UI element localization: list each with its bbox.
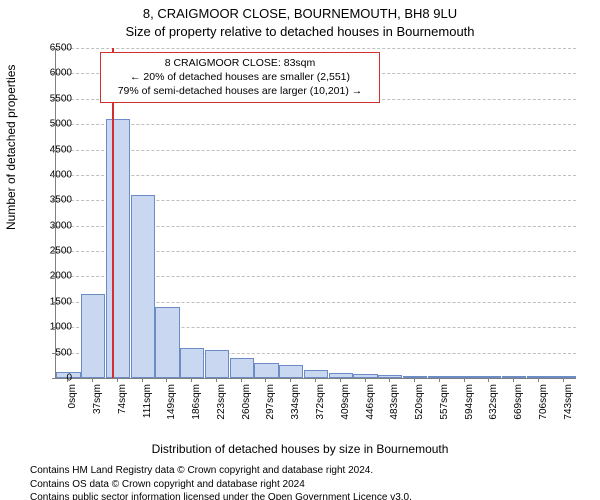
histogram-bar <box>180 348 204 378</box>
annotation-line2: ← 20% of detached houses are smaller (2,… <box>107 70 373 84</box>
x-tick-mark <box>389 379 390 382</box>
x-tick-mark <box>414 379 415 382</box>
x-tick-label: 409sqm <box>340 384 351 434</box>
histogram-bar <box>230 358 254 378</box>
x-tick-mark <box>563 379 564 382</box>
x-tick-label: 149sqm <box>166 384 177 434</box>
y-tick-mark <box>52 200 55 201</box>
y-tick-mark <box>52 353 55 354</box>
histogram-bar <box>502 376 526 378</box>
x-tick-mark <box>513 379 514 382</box>
histogram-bar <box>106 119 130 378</box>
x-tick-label: 446sqm <box>365 384 376 434</box>
chart-title-line2: Size of property relative to detached ho… <box>0 24 600 39</box>
x-tick-label: 37sqm <box>92 384 103 434</box>
footer-line3: Contains public sector information licen… <box>30 491 412 500</box>
x-tick-mark <box>488 379 489 382</box>
histogram-bar <box>477 376 501 378</box>
x-tick-label: 743sqm <box>563 384 574 434</box>
histogram-bar <box>254 363 278 378</box>
y-tick-mark <box>52 124 55 125</box>
x-tick-mark <box>142 379 143 382</box>
x-tick-label: 483sqm <box>389 384 400 434</box>
x-tick-mark <box>290 379 291 382</box>
x-tick-label: 372sqm <box>315 384 326 434</box>
x-tick-label: 297sqm <box>265 384 276 434</box>
y-tick-mark <box>52 276 55 277</box>
y-tick-mark <box>52 99 55 100</box>
x-tick-mark <box>92 379 93 382</box>
gridline <box>56 175 576 176</box>
gridline <box>56 48 576 49</box>
x-tick-label: 594sqm <box>464 384 475 434</box>
x-tick-label: 669sqm <box>513 384 524 434</box>
x-tick-mark <box>538 379 539 382</box>
annotation-line1: 8 CRAIGMOOR CLOSE: 83sqm <box>107 56 373 70</box>
histogram-bar <box>551 376 575 378</box>
histogram-bar <box>452 376 476 378</box>
x-tick-mark <box>439 379 440 382</box>
histogram-bar <box>329 373 353 378</box>
x-tick-label: 632sqm <box>488 384 499 434</box>
x-tick-mark <box>117 379 118 382</box>
histogram-bar <box>279 365 303 378</box>
y-tick-mark <box>52 150 55 151</box>
x-tick-mark <box>166 379 167 382</box>
histogram-bar <box>403 376 427 378</box>
histogram-bar <box>527 376 551 378</box>
x-tick-label: 334sqm <box>290 384 301 434</box>
x-tick-mark <box>67 379 68 382</box>
x-tick-label: 557sqm <box>439 384 450 434</box>
footer-attribution: Contains HM Land Registry data © Crown c… <box>30 464 412 500</box>
y-axis-label: Number of detached properties <box>4 65 18 230</box>
x-tick-mark <box>315 379 316 382</box>
x-tick-mark <box>265 379 266 382</box>
x-tick-label: 186sqm <box>191 384 202 434</box>
y-tick-mark <box>52 48 55 49</box>
histogram-bar <box>353 374 377 378</box>
y-tick-mark <box>52 302 55 303</box>
y-tick-mark <box>52 378 55 379</box>
x-tick-label: 74sqm <box>117 384 128 434</box>
y-tick-mark <box>52 327 55 328</box>
y-tick-mark <box>52 175 55 176</box>
histogram-bar <box>131 195 155 378</box>
histogram-bar <box>155 307 179 378</box>
footer-line2: Contains OS data © Crown copyright and d… <box>30 478 412 492</box>
x-tick-mark <box>365 379 366 382</box>
annotation-line3: 79% of semi-detached houses are larger (… <box>107 84 373 98</box>
x-tick-label: 520sqm <box>414 384 425 434</box>
x-tick-label: 0sqm <box>67 384 78 434</box>
histogram-bar <box>304 370 328 378</box>
histogram-bar <box>428 376 452 378</box>
x-tick-label: 260sqm <box>241 384 252 434</box>
histogram-bar <box>205 350 229 378</box>
x-axis-label: Distribution of detached houses by size … <box>0 442 600 456</box>
chart-container: 8, CRAIGMOOR CLOSE, BOURNEMOUTH, BH8 9LU… <box>0 0 600 500</box>
histogram-bar <box>378 375 402 378</box>
x-tick-label: 706sqm <box>538 384 549 434</box>
y-tick-mark <box>52 73 55 74</box>
x-tick-mark <box>216 379 217 382</box>
gridline <box>56 150 576 151</box>
histogram-bar <box>81 294 105 378</box>
footer-line1: Contains HM Land Registry data © Crown c… <box>30 464 412 478</box>
gridline <box>56 124 576 125</box>
x-tick-label: 111sqm <box>142 384 153 434</box>
y-tick-mark <box>52 226 55 227</box>
x-tick-label: 223sqm <box>216 384 227 434</box>
x-tick-mark <box>464 379 465 382</box>
y-tick-mark <box>52 251 55 252</box>
x-tick-mark <box>191 379 192 382</box>
x-tick-mark <box>340 379 341 382</box>
chart-title-line1: 8, CRAIGMOOR CLOSE, BOURNEMOUTH, BH8 9LU <box>0 6 600 21</box>
x-tick-mark <box>241 379 242 382</box>
property-annotation: 8 CRAIGMOOR CLOSE: 83sqm ← 20% of detach… <box>100 52 380 103</box>
